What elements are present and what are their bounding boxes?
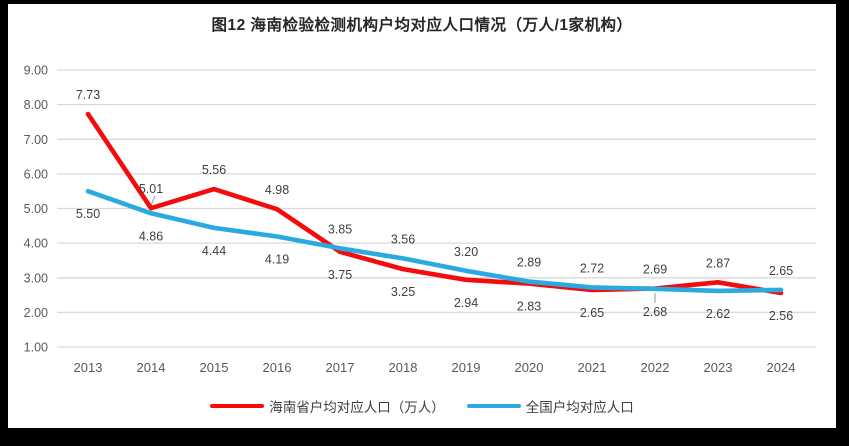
y-axis-tick-label: 2.00 bbox=[24, 306, 48, 320]
data-label: 2.72 bbox=[580, 261, 604, 275]
data-label: 3.25 bbox=[391, 285, 415, 299]
x-axis-tick-label: 2021 bbox=[578, 360, 607, 375]
chart-background bbox=[8, 4, 836, 428]
x-axis-tick-label: 2015 bbox=[200, 360, 229, 375]
label-leader-line bbox=[150, 195, 156, 206]
y-axis-tick-label: 3.00 bbox=[24, 271, 48, 285]
chart-legend: 海南省户均对应人口（万人） 全国户均对应人口 bbox=[8, 393, 836, 419]
data-label: 4.86 bbox=[139, 229, 163, 243]
data-label: 2.56 bbox=[769, 309, 793, 323]
legend-blue-line-icon bbox=[466, 403, 521, 409]
legend-item-hainan: 海南省户均对应人口（万人） bbox=[210, 396, 445, 416]
x-axis-tick-label: 2016 bbox=[263, 360, 292, 375]
x-axis-tick-label: 2024 bbox=[767, 360, 796, 375]
data-label: 7.73 bbox=[76, 88, 100, 102]
y-axis-tick-label: 1.00 bbox=[24, 341, 48, 355]
x-axis-tick-label: 2020 bbox=[515, 360, 544, 375]
data-label: 4.98 bbox=[265, 183, 289, 197]
data-label: 2.65 bbox=[769, 264, 793, 278]
x-axis-tick-label: 2022 bbox=[641, 360, 670, 375]
data-label: 3.75 bbox=[328, 268, 352, 282]
y-axis-tick-label: 9.00 bbox=[24, 64, 48, 78]
data-label: 2.87 bbox=[706, 256, 730, 270]
legend-item-national: 全国户均对应人口 bbox=[466, 396, 634, 416]
data-label: 2.62 bbox=[706, 307, 730, 321]
legend-label-hainan: 海南省户均对应人口（万人） bbox=[269, 400, 445, 415]
data-label: 4.19 bbox=[265, 253, 289, 267]
data-label: 4.44 bbox=[202, 244, 226, 258]
legend-label-national: 全国户均对应人口 bbox=[525, 400, 634, 415]
y-axis-tick-label: 7.00 bbox=[24, 133, 48, 147]
data-label: 5.01 bbox=[139, 182, 163, 196]
legend-red-line-icon bbox=[210, 403, 265, 409]
data-label: 2.89 bbox=[517, 256, 541, 270]
data-label: 3.85 bbox=[328, 222, 352, 236]
x-axis-tick-label: 2014 bbox=[137, 360, 166, 375]
x-axis-tick-label: 2023 bbox=[704, 360, 733, 375]
data-label: 2.69 bbox=[643, 263, 667, 277]
x-axis-tick-label: 2017 bbox=[326, 360, 355, 375]
data-label: 2.94 bbox=[454, 296, 478, 310]
y-axis-tick-label: 6.00 bbox=[24, 167, 48, 181]
data-label: 2.83 bbox=[517, 300, 541, 314]
data-label: 5.56 bbox=[202, 163, 226, 177]
y-axis-tick-label: 5.00 bbox=[24, 202, 48, 216]
y-axis-tick-label: 8.00 bbox=[24, 98, 48, 112]
y-axis-tick-label: 4.00 bbox=[24, 237, 48, 251]
data-label: 3.20 bbox=[454, 245, 478, 259]
x-axis-tick-label: 2013 bbox=[74, 360, 103, 375]
data-label: 5.50 bbox=[76, 207, 100, 221]
x-axis-tick-label: 2018 bbox=[389, 360, 418, 375]
data-label: 2.68 bbox=[643, 305, 667, 319]
data-label: 3.56 bbox=[391, 232, 415, 246]
series-line-national bbox=[85, 188, 784, 294]
x-axis-tick-label: 2019 bbox=[452, 360, 481, 375]
data-label: 2.65 bbox=[580, 306, 604, 320]
chart-title: 图12 海南检验检测机构户均对应人口情况（万人/1家机构） bbox=[211, 17, 633, 34]
